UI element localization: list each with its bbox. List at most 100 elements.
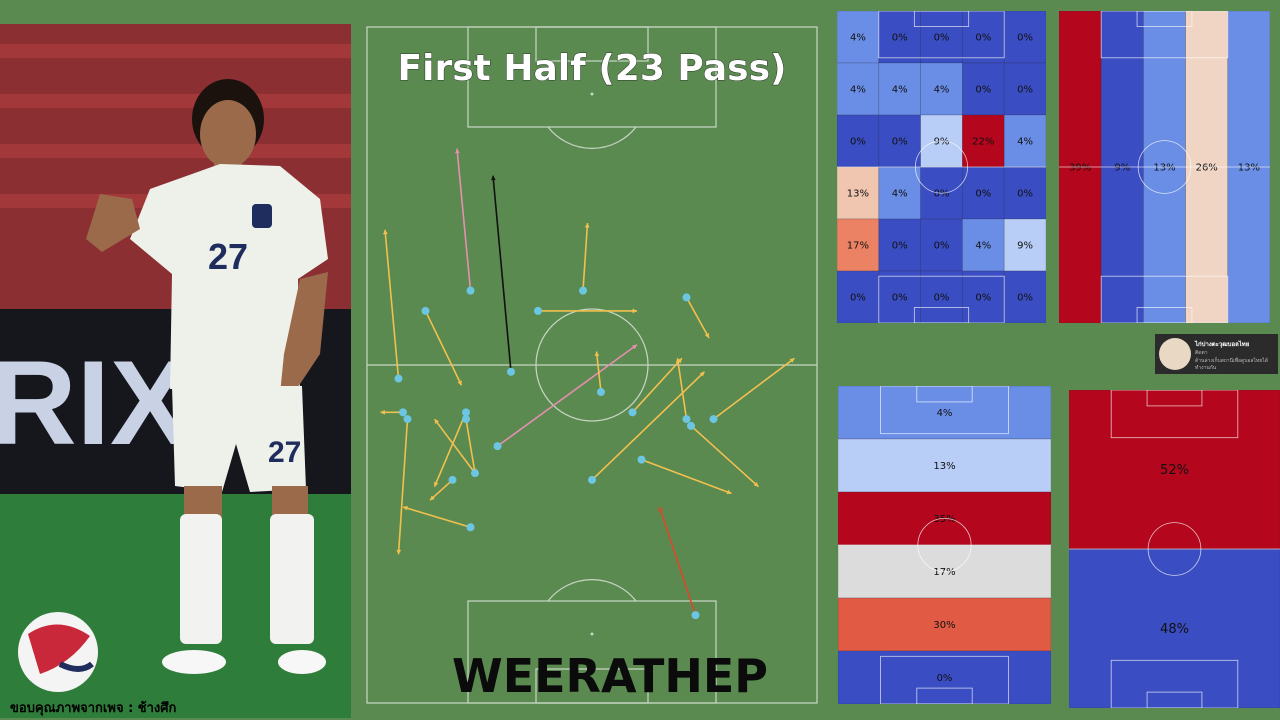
zone-3-1-label: 0% xyxy=(850,137,866,148)
zone-6-2-cell xyxy=(878,270,921,324)
zone-5-5-label: 9% xyxy=(1017,241,1033,252)
zone-4-4-cell xyxy=(962,166,1005,220)
zone-2-5-cell xyxy=(1003,62,1047,116)
badge-name: ไก่ปางตะวุฒบอลไทย xyxy=(1195,341,1250,348)
pass-origin-10 xyxy=(628,408,637,417)
zone-1-4-cell xyxy=(962,10,1005,64)
pass-origin-23 xyxy=(691,611,700,620)
badge-line-2: ด้านล่างเก็บสถานีเพื่อดูบอลไทยได้ xyxy=(1195,358,1268,364)
pass-line-17 xyxy=(465,418,476,474)
zone-2-2-label: 4% xyxy=(892,85,908,96)
football xyxy=(18,612,98,692)
lane-3-label: 13% xyxy=(1153,163,1175,174)
half-1-label: 52% xyxy=(1160,463,1189,478)
zone-6-3-cell xyxy=(920,270,963,324)
pass-arrowhead-2 xyxy=(455,148,460,154)
zone-2-5-label: 0% xyxy=(1017,85,1033,96)
third-heatmap: 4% 13% 35% 17% 30% 0% xyxy=(837,385,1052,705)
zone-5-4-label: 4% xyxy=(975,241,991,252)
pass-arrowhead-8 xyxy=(632,344,637,350)
lane-5-label: 13% xyxy=(1238,163,1260,174)
pass-origin-18 xyxy=(403,415,412,424)
zone-5-3-cell xyxy=(920,218,963,272)
band-2-label: 13% xyxy=(933,461,955,472)
pass-line-18 xyxy=(397,419,409,555)
pitch-outline xyxy=(837,10,1046,324)
pass-arrowhead-4 xyxy=(584,223,590,228)
zone-3-1-cell xyxy=(836,114,880,168)
pass-origin-8 xyxy=(493,442,502,451)
pass-line-10 xyxy=(631,357,683,413)
zone-4-5-label: 0% xyxy=(1017,189,1033,200)
zone-6-5-label: 0% xyxy=(1017,293,1033,304)
zone-6-2-label: 0% xyxy=(892,293,908,304)
page-badge[interactable]: ไก่ปางตะวุฒบอลไทย ติดตา ด้านล่างเก็บสถาน… xyxy=(1155,334,1278,374)
pass-origin-3 xyxy=(507,367,515,376)
pass-line-9 xyxy=(595,351,602,393)
zone-6-4-cell xyxy=(962,270,1005,324)
band-5-label: 30% xyxy=(933,620,955,631)
pass-origin-20 xyxy=(588,475,596,484)
zone-6-1-label: 0% xyxy=(850,293,866,304)
pass-arrowhead-5 xyxy=(632,308,637,314)
zone-heatmap: 4% 0% 0% 0% 0% 4% 4% 4% 0% 0% 0% 0% 9% 22% 4% 13% 4% 0% 0%… xyxy=(836,10,1047,324)
zone-5-2-cell xyxy=(878,218,921,272)
banner-text: RIX xyxy=(0,336,190,470)
pass-line-7 xyxy=(424,310,463,386)
pass-arrowhead-11 xyxy=(675,358,681,363)
pass-arrowhead-18 xyxy=(396,549,402,555)
pass-origin-15 xyxy=(471,469,479,478)
avatar xyxy=(1159,338,1191,370)
pass-line-6 xyxy=(685,297,710,339)
pass-arrowhead-6 xyxy=(704,332,709,338)
pass-origin-14 xyxy=(462,408,470,417)
lane-4-label: 26% xyxy=(1196,163,1218,174)
zone-2-3-cell xyxy=(920,62,963,116)
lane-1-label: 39% xyxy=(1069,163,1091,174)
pass-origin-19 xyxy=(466,523,475,532)
pass-line-12 xyxy=(713,357,795,420)
band-1-cell xyxy=(837,385,1052,440)
zone-3-3-label: 9% xyxy=(934,137,950,148)
pass-arrowhead-23 xyxy=(658,506,664,512)
band-5-cell xyxy=(837,597,1052,652)
zone-6-3-label: 0% xyxy=(934,293,950,304)
pass-line-11 xyxy=(676,358,688,420)
pass-line-20 xyxy=(591,371,706,481)
pass-line-3 xyxy=(492,175,512,372)
photo-credit: ขอบคุณภาพจากเพจ : ช้างศึก xyxy=(10,701,177,716)
svg-text:27: 27 xyxy=(268,436,301,469)
band-6-label: 0% xyxy=(937,673,953,684)
zone-6-1-cell xyxy=(836,270,880,324)
zone-1-2-label: 0% xyxy=(892,33,908,44)
lane-heatmap: 39% 9% 13% 26% 13% xyxy=(1058,10,1271,324)
pass-origin-13 xyxy=(399,408,407,417)
pass-arrowhead-15 xyxy=(434,419,440,425)
chart-title: First Half (23 Pass) xyxy=(398,48,787,89)
pass-arrowhead-13 xyxy=(380,409,385,415)
pass-line-15 xyxy=(433,418,476,474)
band-4-label: 17% xyxy=(933,567,955,578)
pass-map: First Half (23 Pass) WEERATHEP xyxy=(366,26,818,704)
badge-line-3: ทำงานกัน xyxy=(1195,365,1217,371)
zone-3-4-label: 22% xyxy=(972,137,994,148)
pass-line-2 xyxy=(456,148,472,291)
pitch-outline xyxy=(838,385,1051,705)
pass-layer xyxy=(380,148,795,620)
zone-1-4-label: 0% xyxy=(975,33,991,44)
pass-arrowhead-14 xyxy=(434,481,439,487)
zone-2-1-label: 4% xyxy=(850,85,866,96)
pass-origin-22 xyxy=(687,421,695,430)
player-photo: RIX 27 27 xyxy=(0,24,351,718)
zone-3-2-label: 0% xyxy=(892,137,908,148)
pass-line-21 xyxy=(641,458,732,495)
zone-2-4-label: 0% xyxy=(975,85,991,96)
pass-arrowhead-3 xyxy=(491,175,496,181)
pass-origin-7 xyxy=(421,306,430,315)
zone-4-1-label: 13% xyxy=(847,189,869,200)
pass-arrowhead-9 xyxy=(594,351,600,357)
zone-2-1-cell xyxy=(836,62,880,116)
zone-6-4-label: 0% xyxy=(975,293,991,304)
pass-origin-11 xyxy=(682,415,691,424)
pass-origin-21 xyxy=(637,455,646,464)
